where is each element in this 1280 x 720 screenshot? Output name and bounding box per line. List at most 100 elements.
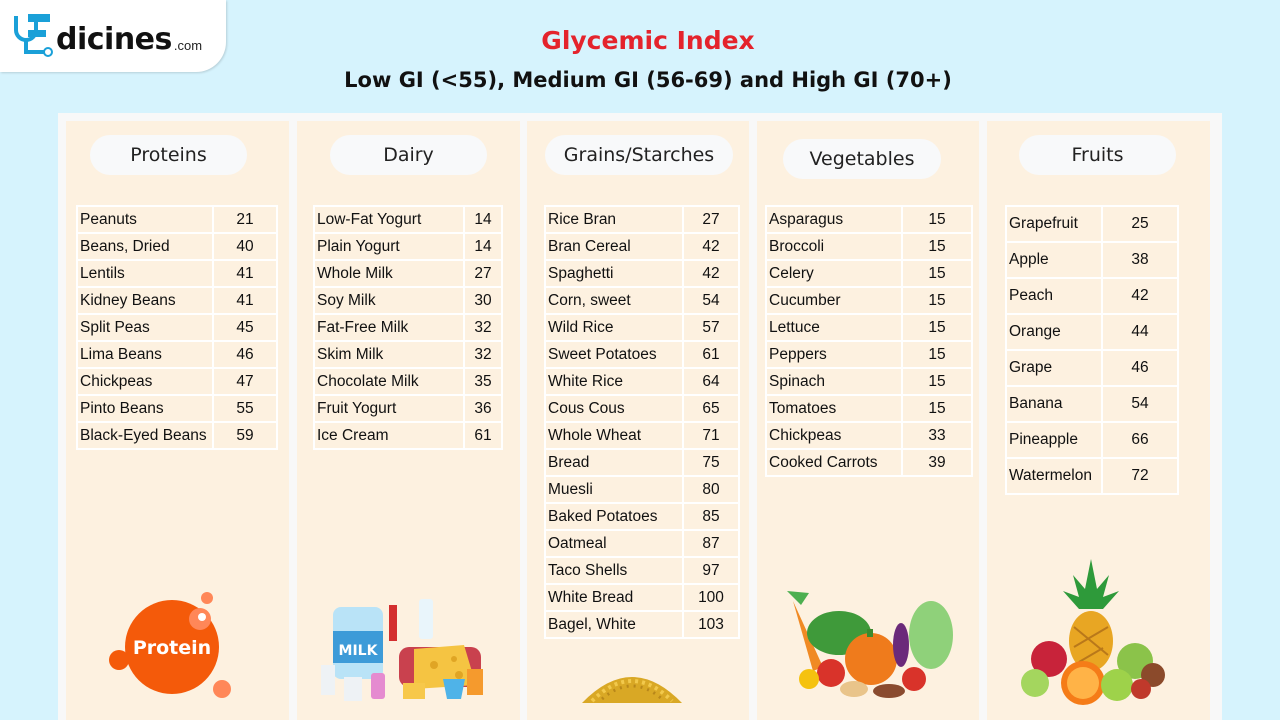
food-name-cell: Grapefruit: [1005, 205, 1103, 243]
gi-value-cell: 30: [463, 286, 503, 315]
gi-table-body: Peanuts 21 Beans, Dried 40 Lentils 41 Kidney B…: [76, 205, 278, 450]
table-row: Grapefruit 25: [1005, 205, 1179, 243]
page-title: Glycemic Index: [541, 26, 755, 55]
table-row: Soy Milk 30: [313, 286, 503, 315]
svg-text:MILK: MILK: [339, 643, 379, 659]
food-name-cell: Celery: [765, 259, 903, 288]
gi-value-cell: 36: [463, 394, 503, 423]
table-row: Broccoli 15: [765, 232, 973, 261]
gi-value-cell: 72: [1101, 457, 1179, 495]
table-row: Low-Fat Yogurt 14: [313, 205, 503, 234]
gi-value-cell: 15: [901, 367, 973, 396]
gi-table-body: Rice Bran 27 Bran Cereal 42 Spaghetti 42 Corn,…: [544, 205, 740, 639]
gi-value-cell: 41: [212, 286, 278, 315]
food-name-cell: Sweet Potatoes: [544, 340, 684, 369]
table-row: Lima Beans 46: [76, 340, 278, 369]
table-row: Chocolate Milk 35: [313, 367, 503, 396]
table-row: Celery 15: [765, 259, 973, 288]
gi-value-cell: 14: [463, 232, 503, 261]
gi-value-cell: 100: [682, 583, 740, 612]
food-name-cell: Lettuce: [765, 313, 903, 342]
table-row: Wild Rice 57: [544, 313, 740, 342]
gi-table-proteins: Peanuts 21 Beans, Dried 40 Lentils 41 Kidney B…: [76, 205, 278, 450]
food-name-cell: Fruit Yogurt: [313, 394, 465, 423]
food-name-cell: Grape: [1005, 349, 1103, 387]
table-row: Chickpeas 33: [765, 421, 973, 450]
table-row: Skim Milk 32: [313, 340, 503, 369]
table-row: White Bread 100: [544, 583, 740, 612]
gi-value-cell: 42: [682, 232, 740, 261]
food-name-cell: Black-Eyed Beans: [76, 421, 214, 450]
table-row: Lentils 41: [76, 259, 278, 288]
gi-value-cell: 57: [682, 313, 740, 342]
table-row: Watermelon 72: [1005, 457, 1179, 495]
gi-value-cell: 87: [682, 529, 740, 558]
food-name-cell: Whole Wheat: [544, 421, 684, 450]
food-name-cell: Kidney Beans: [76, 286, 214, 315]
table-row: Pineapple 66: [1005, 421, 1179, 459]
food-name-cell: Corn, sweet: [544, 286, 684, 315]
food-name-cell: Cous Cous: [544, 394, 684, 423]
gi-value-cell: 15: [901, 259, 973, 288]
table-row: Spaghetti 42: [544, 259, 740, 288]
table-row: Bagel, White 103: [544, 610, 740, 639]
category-pill-vegetables: Vegetables: [783, 139, 941, 179]
gi-value-cell: 80: [682, 475, 740, 504]
food-name-cell: Lentils: [76, 259, 214, 288]
food-name-cell: Plain Yogurt: [313, 232, 465, 261]
table-row: Lettuce 15: [765, 313, 973, 342]
gi-value-cell: 15: [901, 232, 973, 261]
table-row: Kidney Beans 41: [76, 286, 278, 315]
gi-value-cell: 35: [463, 367, 503, 396]
gi-value-cell: 65: [682, 394, 740, 423]
food-name-cell: Bagel, White: [544, 610, 684, 639]
table-row: Spinach 15: [765, 367, 973, 396]
gi-table-body: Asparagus 15 Broccoli 15 Celery 15 Cucumber 15 L…: [765, 205, 973, 477]
gi-value-cell: 45: [212, 313, 278, 342]
protein-bubble-icon: Protein: [104, 591, 234, 706]
food-name-cell: Baked Potatoes: [544, 502, 684, 531]
table-row: Chickpeas 47: [76, 367, 278, 396]
table-row: Pinto Beans 55: [76, 394, 278, 423]
table-row: Whole Milk 27: [313, 259, 503, 288]
gi-table-dairy: Low-Fat Yogurt 14 Plain Yogurt 14 Whole Milk…: [313, 205, 503, 450]
gi-value-cell: 71: [682, 421, 740, 450]
gi-value-cell: 103: [682, 610, 740, 639]
gi-value-cell: 15: [901, 313, 973, 342]
food-name-cell: Tomatoes: [765, 394, 903, 423]
table-row: Cooked Carrots 39: [765, 448, 973, 477]
food-name-cell: Apple: [1005, 241, 1103, 279]
svg-text:Protein: Protein: [133, 637, 211, 659]
dairy-products-icon: MILK: [319, 587, 489, 712]
table-row: Tomatoes 15: [765, 394, 973, 423]
food-name-cell: Orange: [1005, 313, 1103, 351]
table-row: Black-Eyed Beans 59: [76, 421, 278, 450]
food-name-cell: Soy Milk: [313, 286, 465, 315]
table-row: Bran Cereal 42: [544, 232, 740, 261]
food-name-cell: Whole Milk: [313, 259, 465, 288]
gi-value-cell: 54: [682, 286, 740, 315]
gi-value-cell: 15: [901, 394, 973, 423]
table-row: Rice Bran 27: [544, 205, 740, 234]
gi-table-body: Grapefruit 25 Apple 38 Peach 42 Orange 44 Grape 4…: [1005, 205, 1179, 495]
gi-table-body: Low-Fat Yogurt 14 Plain Yogurt 14 Whole Milk…: [313, 205, 503, 450]
food-name-cell: White Rice: [544, 367, 684, 396]
food-name-cell: Watermelon: [1005, 457, 1103, 495]
table-row: Beans, Dried 40: [76, 232, 278, 261]
gi-value-cell: 47: [212, 367, 278, 396]
column-fruits: Fruits Grapefruit 25 Apple 38 Peach 42 Orange 4…: [987, 121, 1210, 720]
food-name-cell: Cucumber: [765, 286, 903, 315]
food-name-cell: Peppers: [765, 340, 903, 369]
table-row: Fruit Yogurt 36: [313, 394, 503, 423]
table-row: Peanuts 21: [76, 205, 278, 234]
gi-value-cell: 61: [463, 421, 503, 450]
category-pill-dairy: Dairy: [330, 135, 487, 175]
table-row: White Rice 64: [544, 367, 740, 396]
table-row: Corn, sweet 54: [544, 286, 740, 315]
brand-logo[interactable]: dicines .com: [0, 0, 226, 72]
category-pill-fruits: Fruits: [1019, 135, 1176, 175]
food-name-cell: Peanuts: [76, 205, 214, 234]
fruits-pile-icon: [1019, 557, 1169, 712]
table-row: Plain Yogurt 14: [313, 232, 503, 261]
food-name-cell: Beans, Dried: [76, 232, 214, 261]
